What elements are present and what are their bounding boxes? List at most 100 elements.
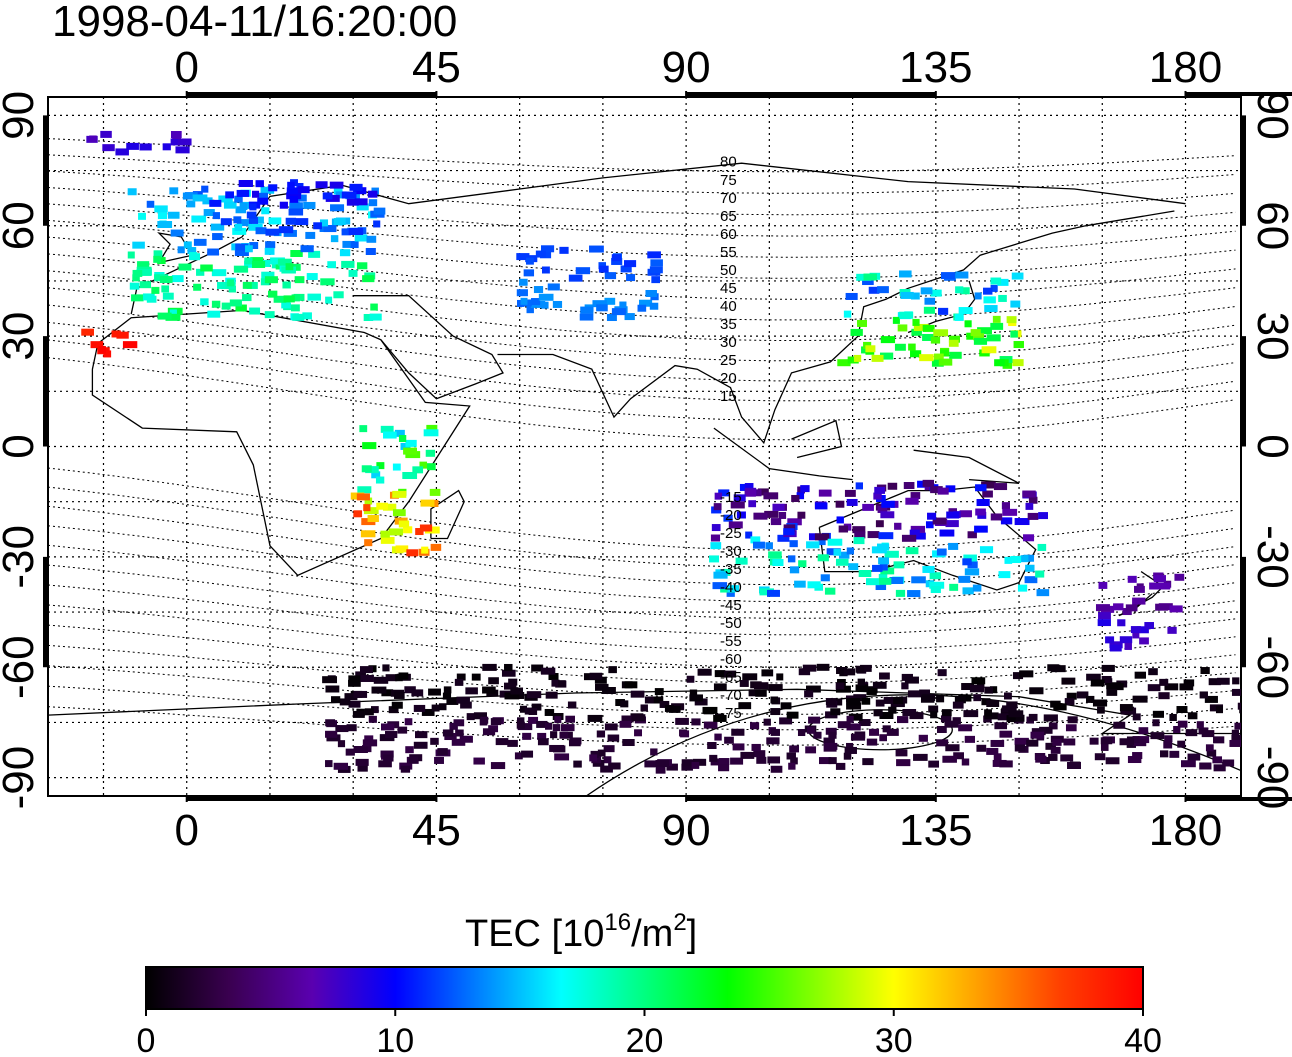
tec-cell <box>644 760 656 768</box>
tec-cell <box>858 569 872 577</box>
tec-cell <box>258 192 269 200</box>
tec-cell <box>364 735 374 743</box>
tec-cell <box>788 762 796 770</box>
figure-title: 1998-04-11/16:20:00 <box>52 0 457 46</box>
tec-cell <box>846 715 854 723</box>
tec-cell <box>533 286 544 294</box>
colorbar-tick-label: 30 <box>875 1022 913 1057</box>
tec-cell <box>162 143 171 151</box>
tec-cell <box>714 670 726 678</box>
tec-cell <box>744 483 754 491</box>
tec-cell <box>297 186 310 194</box>
tec-cell <box>353 746 368 753</box>
tec-cell <box>936 739 949 747</box>
colorbar-tick-label: 40 <box>1124 1022 1162 1057</box>
tec-cell <box>162 292 174 300</box>
tec-cell <box>207 248 220 256</box>
tec-cell <box>325 719 336 727</box>
mlat-label: -20 <box>720 507 742 524</box>
tec-cell <box>189 252 198 260</box>
tec-cell <box>100 130 112 138</box>
tec-cell <box>778 511 787 519</box>
tec-cell <box>89 135 97 143</box>
tec-cell <box>589 245 604 253</box>
tec-cell <box>897 716 909 724</box>
tec-cell <box>938 307 949 315</box>
tec-cell <box>175 146 190 154</box>
mlat-label: 15 <box>720 388 737 405</box>
tec-cell <box>1134 671 1147 679</box>
tec-cell <box>857 319 867 327</box>
tec-cell <box>865 345 876 353</box>
tec-cell <box>697 668 712 676</box>
tec-cell <box>1206 749 1217 757</box>
tec-cell <box>862 503 874 511</box>
tec-cell <box>559 246 569 254</box>
tec-cell <box>644 696 654 704</box>
tec-cell <box>234 249 249 257</box>
tec-cell <box>405 746 414 754</box>
tec-cell <box>1025 502 1034 510</box>
tec-cell <box>260 186 275 194</box>
tec-cell <box>255 180 264 188</box>
tec-cell <box>768 684 783 692</box>
tec-cell <box>835 762 846 770</box>
tec-cell <box>939 529 955 537</box>
tec-cell <box>982 490 993 498</box>
tec-cell <box>413 704 426 712</box>
tec-cell <box>1019 670 1034 678</box>
tec-cell <box>1014 737 1029 745</box>
tec-cell <box>200 298 209 306</box>
tec-cell <box>1012 672 1024 680</box>
mlat-contour <box>48 219 1236 279</box>
tec-cell <box>1144 622 1154 630</box>
tec-cell <box>724 736 734 744</box>
tec-cell <box>364 539 373 547</box>
tec-cell <box>526 306 534 314</box>
tec-cell <box>221 302 231 310</box>
tec-cell <box>242 281 252 289</box>
tec-cell <box>268 217 282 225</box>
tec-cell <box>877 286 889 294</box>
tec-cell <box>768 551 782 559</box>
tec-cell <box>937 487 949 495</box>
tec-cell <box>606 314 617 322</box>
tec-cell <box>516 721 525 729</box>
tec-cell <box>1183 679 1195 687</box>
mlat-contour <box>48 187 1236 237</box>
tec-cell <box>424 526 440 534</box>
tec-cell <box>391 701 403 709</box>
tec-cell <box>707 741 717 749</box>
tec-cell <box>523 299 532 307</box>
tec-cell <box>365 466 379 474</box>
tec-cell <box>910 292 920 300</box>
tec-cell <box>420 499 435 507</box>
tec-cell <box>264 276 278 284</box>
lat-tick-label-left: -60 <box>0 635 43 699</box>
tec-cell <box>438 703 447 711</box>
tec-cell <box>1173 725 1181 733</box>
tec-cell <box>430 499 439 507</box>
tec-cell <box>994 359 1005 367</box>
tec-cell <box>1024 576 1038 584</box>
tec-cell <box>907 590 921 598</box>
tec-cell <box>233 265 249 273</box>
tec-cell <box>302 312 312 320</box>
tec-cell <box>833 548 842 556</box>
tec-cell <box>1092 699 1108 707</box>
tec-cell <box>786 752 796 760</box>
tec-cell <box>264 247 275 255</box>
tec-cell <box>122 341 138 349</box>
tec-cell <box>843 668 856 676</box>
tec-cell <box>249 307 261 315</box>
tec-cell <box>1231 734 1241 742</box>
tec-cell <box>1213 764 1226 772</box>
tec-cell <box>325 296 333 304</box>
tec-cell <box>744 489 756 497</box>
tec-cell <box>1174 573 1185 581</box>
tec-cell <box>236 189 250 197</box>
tec-cell <box>931 359 944 367</box>
tec-cell <box>929 581 945 589</box>
tec-cell <box>1180 760 1196 768</box>
